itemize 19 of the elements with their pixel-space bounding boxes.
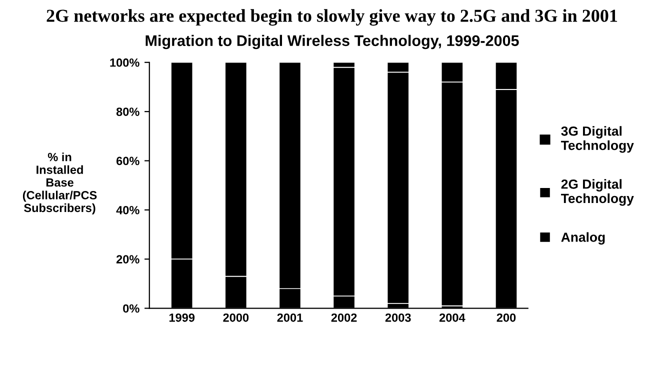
y-tick-label: 40% xyxy=(116,206,140,214)
legend-label: 2G Digital Technology xyxy=(561,179,634,206)
chart-title: 2G networks are expected begin to slowly give way to 2.5G and 3G in 2001 xyxy=(46,9,618,26)
y-axis-title: % in Installed Base (Cellular/PCS Subscribers) xyxy=(22,152,97,214)
x-tick-label: 2002 xyxy=(331,313,357,322)
x-tick-label: 200 xyxy=(496,313,516,322)
y-tick-label: 60% xyxy=(116,156,140,166)
y-tick-label: 100% xyxy=(110,58,140,67)
y-tick-label: 20% xyxy=(116,255,140,264)
chart-subtitle: Migration to Digital Wireless Technology, 1999-2005 xyxy=(146,34,519,50)
x-tick-label: 2004 xyxy=(439,313,466,322)
legend-label: Analog xyxy=(561,232,605,245)
x-tick-label: 2003 xyxy=(385,313,411,322)
x-tick-label: 2000 xyxy=(223,313,249,322)
y-tick-label: 80% xyxy=(116,108,140,116)
x-tick-label: 1999 xyxy=(169,313,195,322)
y-tick-label: 0% xyxy=(123,304,140,313)
legend-label: 3G Digital Technology xyxy=(561,126,634,153)
x-tick-label: 2001 xyxy=(277,313,303,322)
